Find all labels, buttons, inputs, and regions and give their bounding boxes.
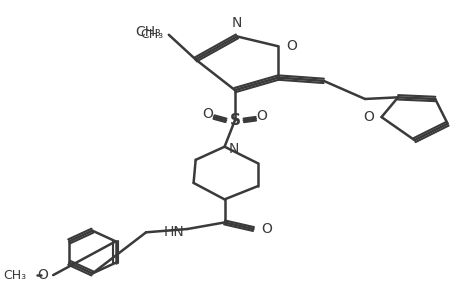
Text: CH₃: CH₃ xyxy=(135,25,161,39)
Text: O: O xyxy=(37,268,48,282)
Text: O: O xyxy=(256,109,267,123)
Text: CH₃: CH₃ xyxy=(4,268,27,282)
Text: N: N xyxy=(231,16,241,31)
Text: O: O xyxy=(285,39,297,53)
Text: O: O xyxy=(261,222,272,236)
Text: HN: HN xyxy=(163,225,184,239)
Text: O: O xyxy=(363,110,374,124)
Text: S: S xyxy=(229,113,240,128)
Text: N: N xyxy=(228,142,238,156)
Text: CH₃: CH₃ xyxy=(140,28,163,41)
Text: O: O xyxy=(202,107,213,121)
